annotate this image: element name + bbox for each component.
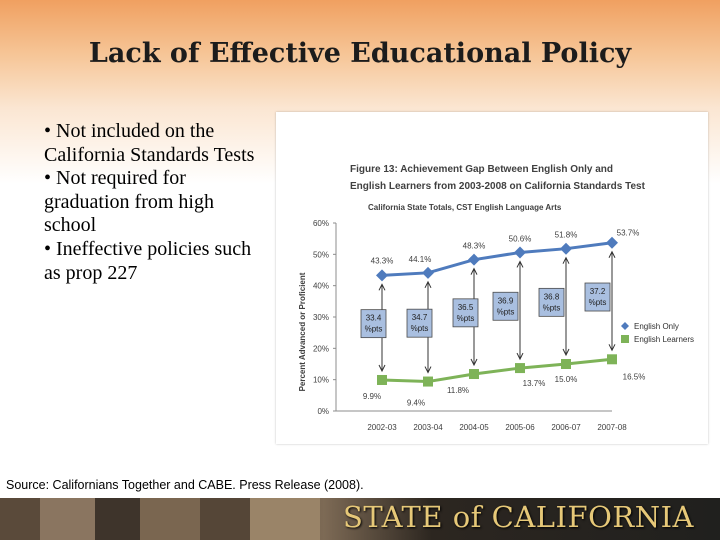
english-learners-data-label: 11.8% [447,386,469,395]
y-tick-label: 50% [313,250,329,259]
achievement-gap-chart: Figure 13: Achievement Gap Between Engli… [298,164,694,432]
gap-arrow-head-down [378,364,386,373]
y-tick-label: 40% [313,282,329,291]
gap-unit: %pts [365,325,383,334]
legend-english-only-label: English Only [634,322,679,331]
footer-banner: STATE of CALIFORNIA [0,498,720,540]
gap-box [452,298,479,328]
english-only-point [376,269,388,282]
gap-arrow-head-up [562,256,570,264]
x-tick-label: 2002-03 [367,423,397,432]
x-tick-label: 2006-07 [551,423,581,432]
gap-value: 37.2 [590,287,606,296]
chart-plot-area: 0% 10% 20% 30% 40% 50% 60% 2002-03 2003-04 2004-0… [313,219,694,432]
gap-box [584,282,611,312]
english-only-point [514,246,526,259]
legend-english-only-marker [621,322,629,330]
x-tick-label: 2004-05 [459,423,489,432]
gap-value: 33.4 [366,314,382,323]
slide-title: Lack of Effective Educational Policy [88,38,632,69]
y-tick-label: 60% [313,219,329,228]
gap-value: 36.5 [458,303,474,312]
y-tick-label: 10% [313,376,329,385]
english-only-data-label: 44.1% [409,255,432,264]
banner-text: STATE of CALIFORNIA [343,500,694,534]
gap-arrow-head-up [516,260,524,268]
english-learners-data-label: 13.7% [523,379,546,388]
gap-unit: %pts [411,324,429,333]
english-only-data-label: 51.8% [555,231,578,240]
english-learners-point [515,363,525,374]
gap-arrow-head-down [424,366,432,374]
gap-value: 34.7 [412,313,428,322]
gap-box [406,308,433,338]
gap-box [538,287,565,317]
gap-arrow-head-up [470,267,478,275]
english-learners-point [423,376,433,387]
gap-unit: %pts [589,298,607,307]
english-only-point [560,242,572,255]
gap-unit: %pts [457,314,475,323]
gap-arrow-head-up [424,280,432,289]
english-only-data-label: 53.7% [617,229,640,238]
english-learners-data-label: 15.0% [555,375,578,384]
y-axis-label: Percent Advanced or Proficient [298,272,307,391]
english-only-point [422,266,434,279]
chart-title-line-1: Figure 13: Achievement Gap Between Engli… [350,164,613,175]
english-only-line [381,241,613,277]
bullet-item: • Not required for graduation from high … [44,167,214,237]
chart-title-line-2: English Learners from 2003-2008 on Calif… [350,181,646,192]
bullet-item: • Not included on the California Standar… [44,120,255,166]
gap-arrow-head-down [470,358,478,367]
english-learners-point [607,354,617,365]
gap-box [492,291,519,321]
english-only-data-label: 50.6% [509,234,532,243]
y-tick-label: 30% [313,313,329,322]
english-learners-point [561,359,571,369]
gap-arrow-head-down [516,352,524,361]
gap-arrow-head-up [378,283,386,291]
english-learners-data-label: 16.5% [623,372,646,381]
chart-figure: Figure 13: Achievement Gap Between Engli… [276,112,708,444]
gap-arrow-head-up [608,250,616,258]
english-learners-line [381,357,613,384]
y-tick-label: 20% [313,344,329,353]
gap-unit: %pts [543,303,561,312]
source-citation: Source: Californians Together and CABE. … [6,478,364,492]
y-tick-label: 0% [317,407,329,416]
english-only-point [606,236,618,249]
gap-value: 36.9 [498,296,514,305]
gap-arrow-head-down [562,348,570,357]
x-tick-label: 2003-04 [413,423,443,432]
english-learners-point [469,369,479,380]
gap-box [360,309,387,339]
gap-unit: %pts [497,307,515,316]
chart-subtitle: California State Totals, CST English Lan… [368,203,562,212]
english-only-point [468,253,480,266]
english-learners-point [377,374,387,385]
english-only-data-label: 48.3% [463,242,486,251]
english-only-data-label: 43.3% [371,256,394,265]
legend-english-learners-label: English Learners [634,335,694,344]
bullet-list: • Not included on the California Standar… [44,120,264,285]
legend-english-learners-marker [621,335,629,343]
bullet-item: • Ineffective policies such as prop 227 [44,237,252,284]
english-learners-data-label: 9.4% [407,399,425,408]
x-tick-label: 2005-06 [505,423,535,432]
x-tick-label: 2007-08 [597,423,627,432]
english-learners-data-label: 9.9% [363,392,381,401]
gap-arrow-head-down [608,344,616,352]
gap-value: 36.8 [544,292,560,301]
